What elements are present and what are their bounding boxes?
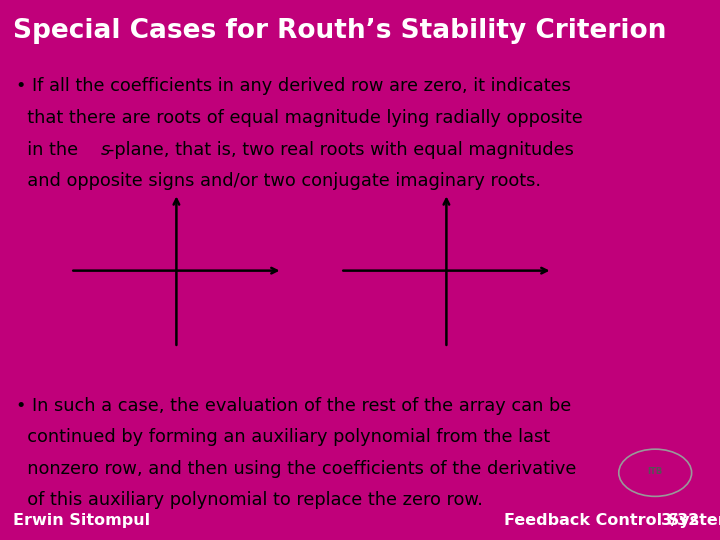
Text: nonzero row, and then using the coefficients of the derivative: nonzero row, and then using the coeffici… — [16, 460, 576, 478]
Text: -plane, that is, two real roots with equal magnitudes: -plane, that is, two real roots with equ… — [108, 141, 574, 159]
Text: of this auxiliary polynomial to replace the zero row.: of this auxiliary polynomial to replace … — [16, 491, 482, 509]
Text: that there are roots of equal magnitude lying radially opposite: that there are roots of equal magnitude … — [16, 109, 582, 127]
Text: ITB: ITB — [647, 467, 663, 476]
Text: continued by forming an auxiliary polynomial from the last: continued by forming an auxiliary polyno… — [16, 428, 550, 446]
Text: in the: in the — [16, 141, 84, 159]
Text: Erwin Sitompul: Erwin Sitompul — [13, 513, 150, 528]
Text: s: s — [101, 141, 109, 159]
Text: 3/32: 3/32 — [660, 513, 700, 528]
Text: • In such a case, the evaluation of the rest of the array can be: • In such a case, the evaluation of the … — [16, 397, 571, 415]
Text: • If all the coefficients in any derived row are zero, it indicates: • If all the coefficients in any derived… — [16, 77, 571, 96]
Text: and opposite signs and/or two conjugate imaginary roots.: and opposite signs and/or two conjugate … — [16, 172, 541, 190]
Text: Special Cases for Routh’s Stability Criterion: Special Cases for Routh’s Stability Crit… — [13, 18, 666, 44]
Text: Feedback Control System: Feedback Control System — [504, 513, 720, 528]
